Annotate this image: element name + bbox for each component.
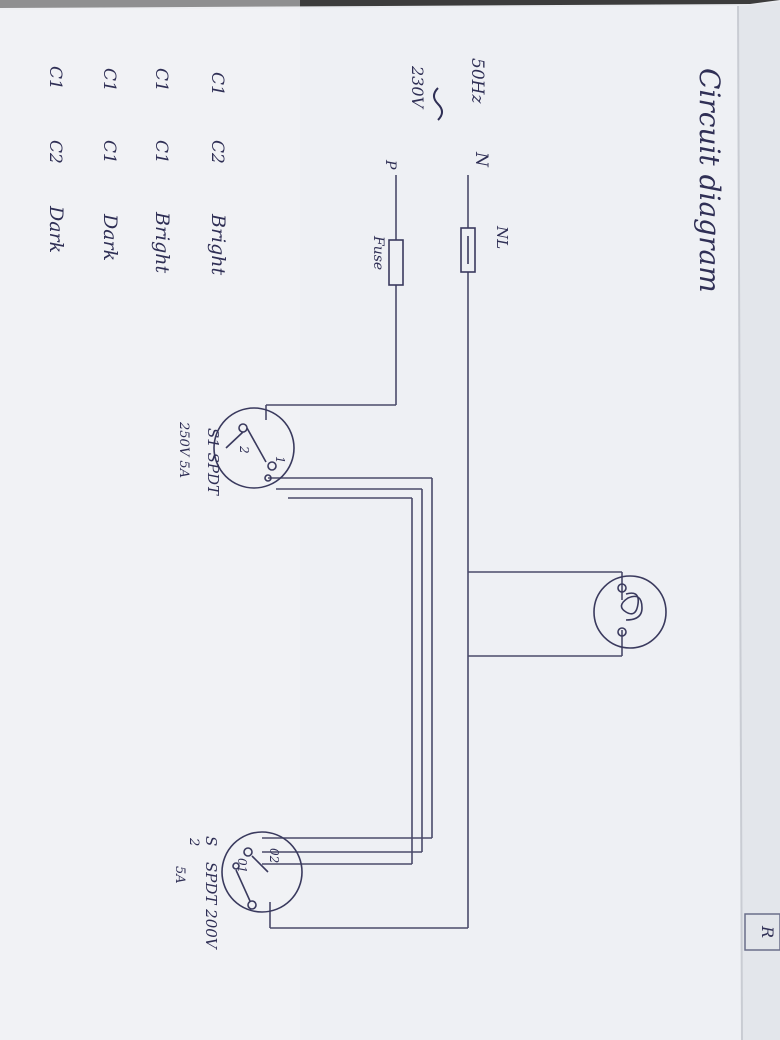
switch-s1-terminal-1: 1 xyxy=(273,456,287,464)
truth-row-3: C1 C1 Dark xyxy=(99,68,121,261)
notebook-page xyxy=(0,6,742,1040)
truth-row-1-state: Bright xyxy=(207,213,229,276)
truth-row-4-c1: C1 xyxy=(45,66,65,90)
diagram-title: Circuit diagram xyxy=(693,68,726,293)
neutral-label: N xyxy=(471,151,491,168)
truth-row-3-state: Dark xyxy=(99,213,121,261)
switch-s1-terminal-2: 2 xyxy=(237,445,251,454)
lamp-symbol xyxy=(593,575,667,649)
fuse-symbol xyxy=(388,239,404,286)
truth-row-4: C1 C2 Dark xyxy=(45,66,67,253)
svg-text:R: R xyxy=(758,925,777,938)
switch-s2-name-rest: SPDT 200V xyxy=(202,862,220,951)
truth-row-3-c2: C1 xyxy=(99,140,119,164)
truth-row-4-state: Dark xyxy=(45,205,67,253)
switch-s2-rating: 5A xyxy=(172,866,187,884)
truth-row-2-c2: C1 xyxy=(151,140,171,164)
truth-row-4-c2: C2 xyxy=(45,140,65,164)
switch-s1-rating: 250V 5A xyxy=(176,421,191,478)
page-corner-mark: R xyxy=(744,913,780,951)
truth-row-3-c1: C1 xyxy=(99,68,119,92)
truth-row-1: C1 C2 Bright xyxy=(207,72,229,276)
truth-row-2-state: Bright xyxy=(151,211,173,274)
ac-symbol xyxy=(433,87,443,121)
phase-label: P xyxy=(382,159,398,170)
switch-s2-name-letter: S xyxy=(202,836,220,846)
switch-s2-terminal-1: 01 xyxy=(235,858,249,873)
switch-s2-terminal-2: 02 xyxy=(267,848,281,863)
truth-table: C1 C2 Bright C1 C1 Bright C1 C1 Dark C1 … xyxy=(45,66,229,276)
switch-s2-name-sub: 2 xyxy=(186,837,201,846)
switch-s1-name: S1 SPDT xyxy=(204,428,222,496)
truth-row-2-c1: C1 xyxy=(151,68,171,92)
truth-row-2: C1 C1 Bright xyxy=(151,68,173,274)
switch-s1 xyxy=(213,407,295,489)
circuit-wires xyxy=(262,175,623,929)
truth-row-1-c1: C1 xyxy=(207,72,227,96)
switch-s2-outline xyxy=(221,831,303,913)
neon-indicator xyxy=(460,227,476,273)
nl-label: NL xyxy=(493,225,511,249)
fuse-label: Fuse xyxy=(370,235,386,270)
supply-voltage: 230V xyxy=(408,65,427,110)
supply-frequency: 50Hz xyxy=(467,58,487,104)
truth-row-1-c2: C2 xyxy=(207,140,227,164)
